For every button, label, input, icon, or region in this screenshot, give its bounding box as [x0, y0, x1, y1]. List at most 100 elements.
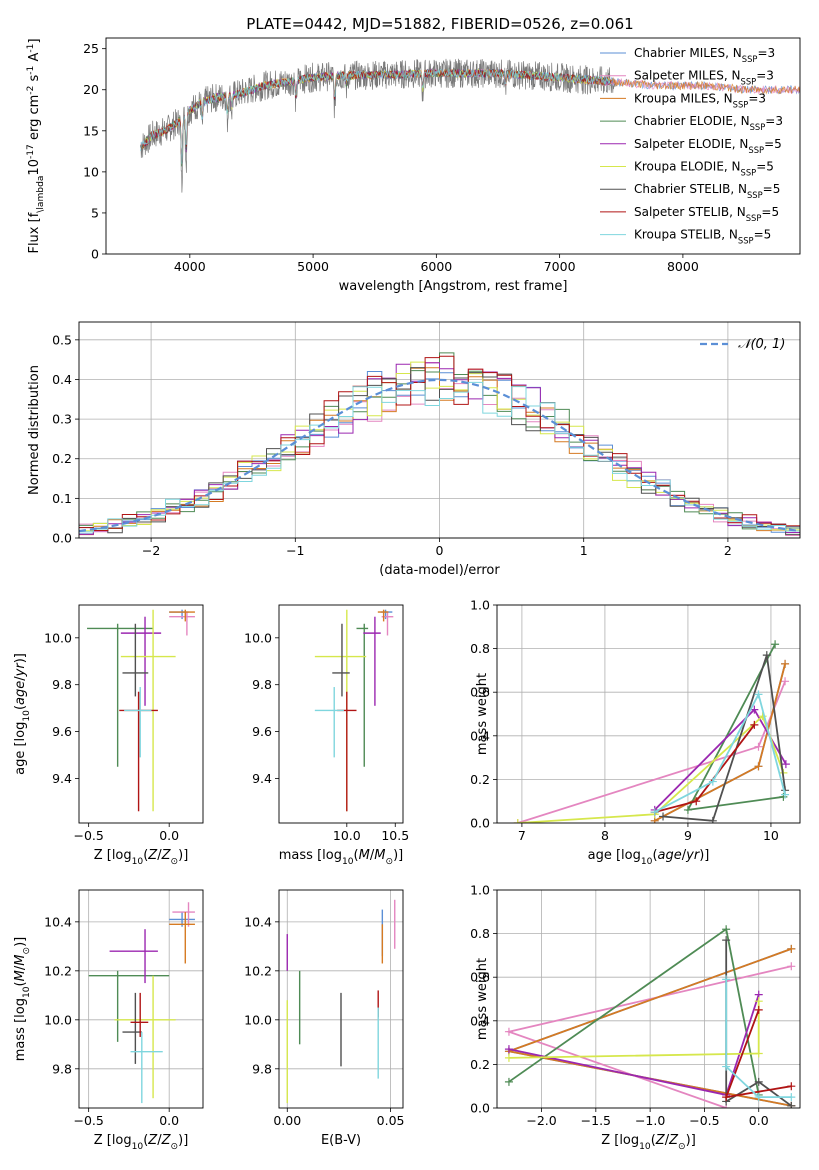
label-part: age	[13, 681, 28, 705]
errorbar-kroupa-miles	[169, 609, 195, 622]
axis-label: age [log10(age/yr)]	[588, 848, 710, 867]
label-part: age	[658, 848, 682, 863]
label-part: =3	[756, 69, 774, 83]
weight-marker	[504, 1045, 513, 1054]
errorbar-salpeter-stelib	[119, 691, 158, 812]
label-part: =3	[748, 91, 766, 105]
label-part: =3	[765, 114, 783, 128]
y-tick-label: 9.8	[52, 1061, 72, 1076]
y-tick-label: 0.5	[52, 332, 72, 347]
y-tick-label: 0.3	[52, 412, 72, 427]
x-tick-label: 2	[724, 543, 732, 558]
label-part: M	[359, 848, 370, 863]
label-part: 10	[641, 857, 653, 867]
y-tick-label: 10.0	[244, 630, 272, 645]
label-part: age [log	[588, 848, 641, 863]
x-tick-label: 0.0	[159, 1113, 179, 1128]
label-part: Kroupa ELODIE, N	[634, 160, 741, 174]
label-part: =5	[756, 160, 774, 174]
weight-marker	[754, 690, 763, 699]
weight-marker	[779, 792, 788, 801]
label-part: /	[13, 676, 28, 681]
y-tick-label: 10.4	[244, 914, 272, 929]
axes-frame	[496, 889, 801, 1109]
errorbar-kroupa-stelib	[130, 1032, 163, 1104]
mass_vs_ebv-panel: 0.00 0.05 9.8 10.0 10.2 10.4 E(B-V)	[244, 889, 405, 1148]
label-part: ⊙	[171, 857, 179, 867]
y-tick-label: 1.0	[470, 598, 490, 613]
legend-label: Salpeter MILES, NSSP=3	[634, 69, 774, 87]
histogram-chabrier-stelib	[79, 367, 800, 535]
errorbar-kroupa-miles	[377, 609, 389, 622]
errorbar-chabrier-elodie	[356, 623, 369, 767]
label-part: age [log	[13, 722, 28, 775]
x-tick-label: −0.5	[73, 828, 103, 843]
errorbar-kroupa-miles	[169, 912, 195, 964]
label-part: ⊙	[678, 1142, 686, 1152]
label-part: SSP	[741, 168, 757, 178]
legend-label: Kroupa MILES, NSSP=3	[634, 91, 766, 109]
label-part: Salpeter ELODIE, N	[634, 137, 748, 151]
model-spectrum-chabrier-elodie	[145, 67, 612, 167]
errorbar-salpeter-elodie	[363, 616, 381, 706]
y-axis-label: mass weight	[475, 958, 490, 1040]
x-tick-label: 10.5	[381, 828, 409, 843]
axis-label: age [log10(age/yr)]	[13, 653, 32, 775]
weight-marker	[787, 944, 796, 953]
weight-marker	[683, 805, 692, 814]
x-tick-label: 4000	[174, 259, 206, 274]
errorbar-salpeter-miles	[169, 612, 195, 636]
x-tick-label: 9	[684, 828, 692, 843]
x-axis-label: (data-model)/error	[379, 563, 500, 578]
axis-label: mass [log10(M/M⊙)]	[279, 848, 403, 867]
axis-label: Z [log10(Z/Z⊙)]	[94, 1133, 189, 1152]
label-part: mass weight	[475, 673, 490, 755]
label-part: (	[143, 1133, 148, 1148]
label-part: 10	[639, 1142, 651, 1152]
label-part: )]	[686, 1133, 696, 1148]
model-spectrum-salpeter-elodie	[145, 68, 612, 162]
y-tick-label: 0.4	[470, 728, 490, 743]
age_vs_Z-plot-area	[87, 609, 195, 812]
label-part: Chabrier MILES, N	[634, 46, 742, 60]
axes-frame	[496, 604, 801, 824]
y-tick-label: 9.6	[252, 724, 272, 739]
x-tick-label: −0.5	[689, 1113, 719, 1128]
y-tick-label: 0.0	[470, 816, 490, 831]
weight-marker	[750, 705, 759, 714]
weight-marker	[781, 659, 790, 668]
label-part: SSP	[733, 99, 749, 109]
weight-line-kroupa-stelib	[654, 691, 786, 813]
label-part: 10	[22, 986, 32, 998]
label-part: (	[143, 848, 148, 863]
y-tick-label: 1.0	[470, 883, 490, 898]
label-part: (	[354, 848, 359, 863]
legend-label: Salpeter ELODIE, NSSP=5	[634, 137, 782, 155]
errorbar-chabrier-miles	[380, 609, 393, 620]
x-tick-label: −1.5	[581, 1113, 611, 1128]
y-tick-label: 9.6	[52, 724, 72, 739]
weight-marker	[504, 1053, 513, 1062]
label-part: SSP	[748, 145, 764, 155]
errorbar-salpeter-elodie	[120, 616, 162, 706]
label-part: )]	[13, 937, 28, 947]
weight-marker	[708, 777, 717, 786]
y-tick-label: 10.0	[244, 1012, 272, 1027]
weight-marker	[722, 925, 731, 934]
weight-line-chabrier-elodie	[508, 927, 760, 1096]
label-part: )]	[699, 848, 709, 863]
weight-line-kroupa-elodie	[517, 714, 785, 823]
label-part: SSP	[746, 213, 762, 223]
weight-marker	[781, 677, 790, 686]
label-part: wavelength [Angstrom, rest frame]	[339, 279, 568, 294]
errorbar-salpeter-stelib	[130, 992, 149, 1037]
label-part: Z [log	[94, 1133, 132, 1148]
label-part: Z	[668, 1133, 679, 1148]
weight-marker	[722, 936, 731, 945]
errorbar-chabrier-elodie	[87, 623, 154, 767]
label-part: A	[27, 53, 42, 66]
label-part: Normed distribution	[27, 365, 42, 495]
weight-marker	[650, 808, 659, 817]
